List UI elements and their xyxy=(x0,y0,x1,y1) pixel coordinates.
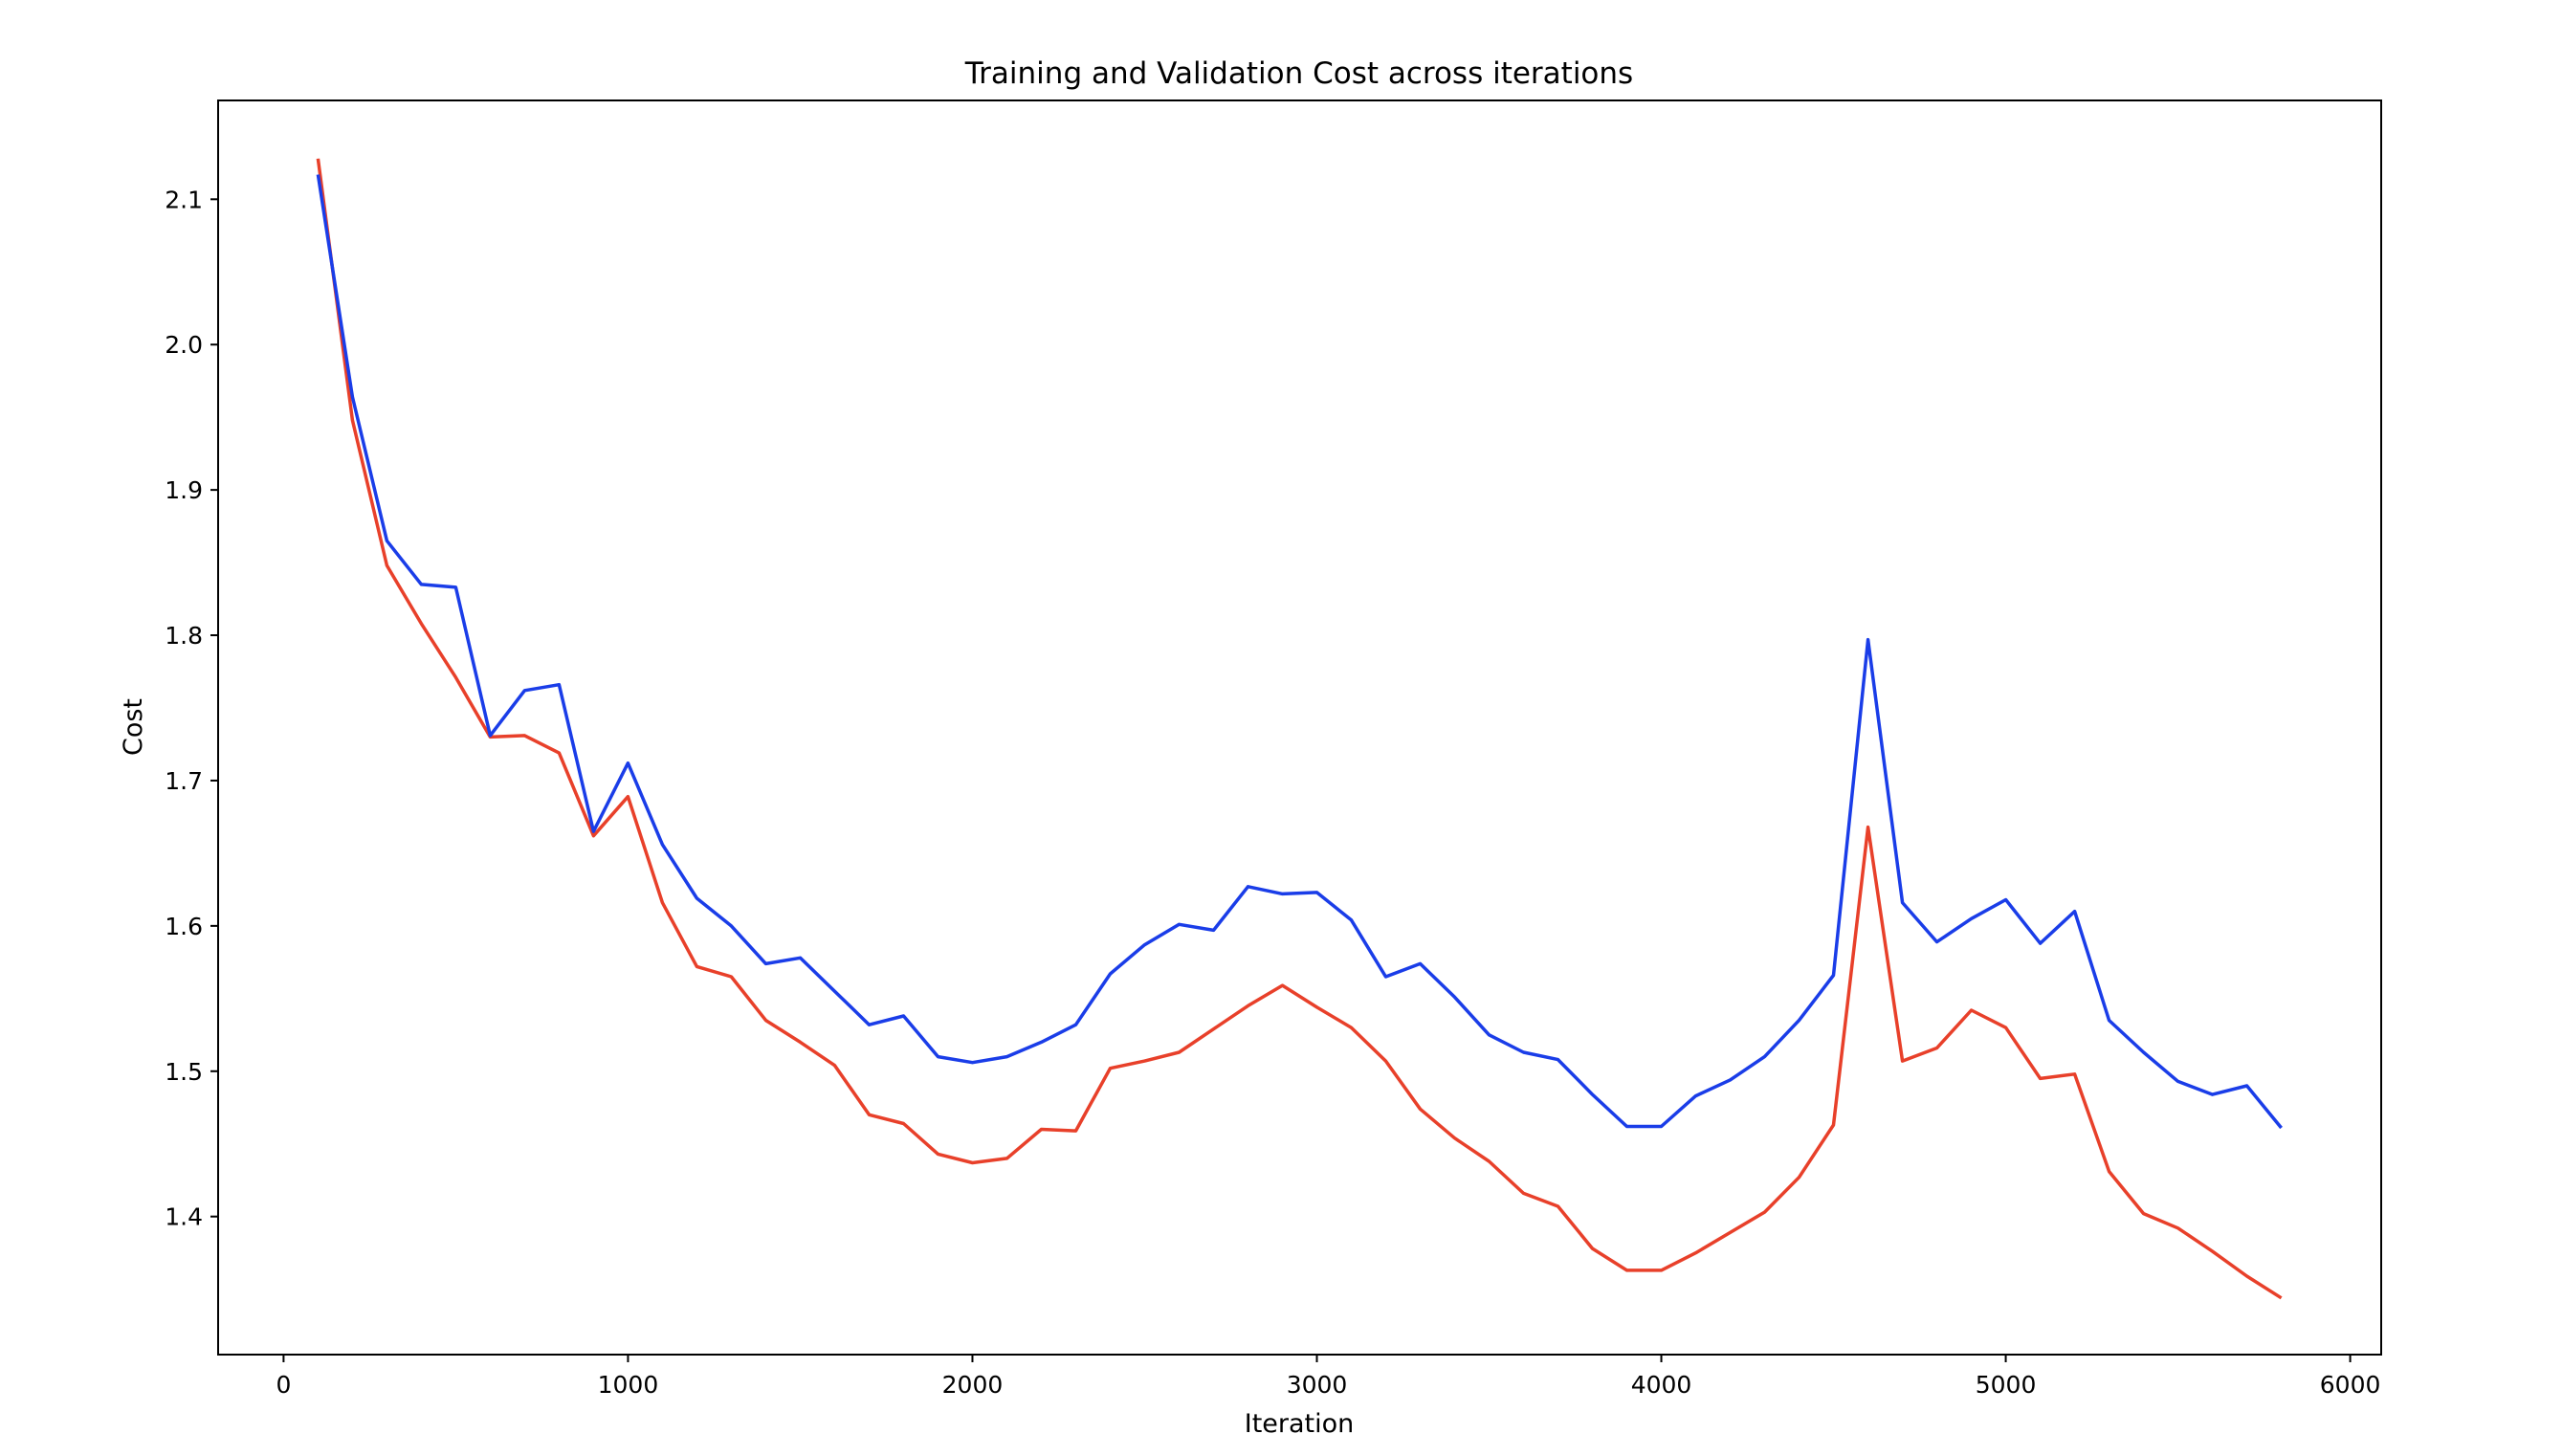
y-tick-label: 1.8 xyxy=(165,622,203,650)
series-layer xyxy=(316,158,2283,1300)
y-axis-label: Cost xyxy=(119,698,148,756)
y-tick-label: 2.0 xyxy=(165,331,203,359)
y-tick-label: 1.4 xyxy=(165,1203,203,1231)
y-tick-label: 1.6 xyxy=(165,913,203,940)
x-tick-label: 5000 xyxy=(1976,1371,2037,1399)
y-tick-label: 1.9 xyxy=(165,476,203,504)
x-tick-label: 0 xyxy=(276,1371,291,1399)
x-axis: 0 1000 2000 3000 4000 5000 6000 xyxy=(276,1355,2380,1399)
y-tick-label: 1.7 xyxy=(165,767,203,795)
x-tick-label: 3000 xyxy=(1287,1371,1348,1399)
x-tick-label: 6000 xyxy=(2320,1371,2381,1399)
y-axis: 1.4 1.5 1.6 1.7 1.8 1.9 2.0 2.1 xyxy=(165,186,218,1231)
x-axis-label: Iteration xyxy=(1245,1409,1355,1439)
plot-frame xyxy=(217,99,2382,1356)
chart-title: Training and Validation Cost across iter… xyxy=(964,56,1633,91)
y-tick-label: 1.5 xyxy=(165,1058,203,1086)
y-tick-label: 2.1 xyxy=(165,186,203,213)
series-line-1 xyxy=(316,158,2283,1300)
x-tick-label: 2000 xyxy=(942,1371,1004,1399)
x-tick-label: 4000 xyxy=(1631,1371,1692,1399)
x-tick-label: 1000 xyxy=(598,1371,659,1399)
series-line-2 xyxy=(316,174,2283,1130)
